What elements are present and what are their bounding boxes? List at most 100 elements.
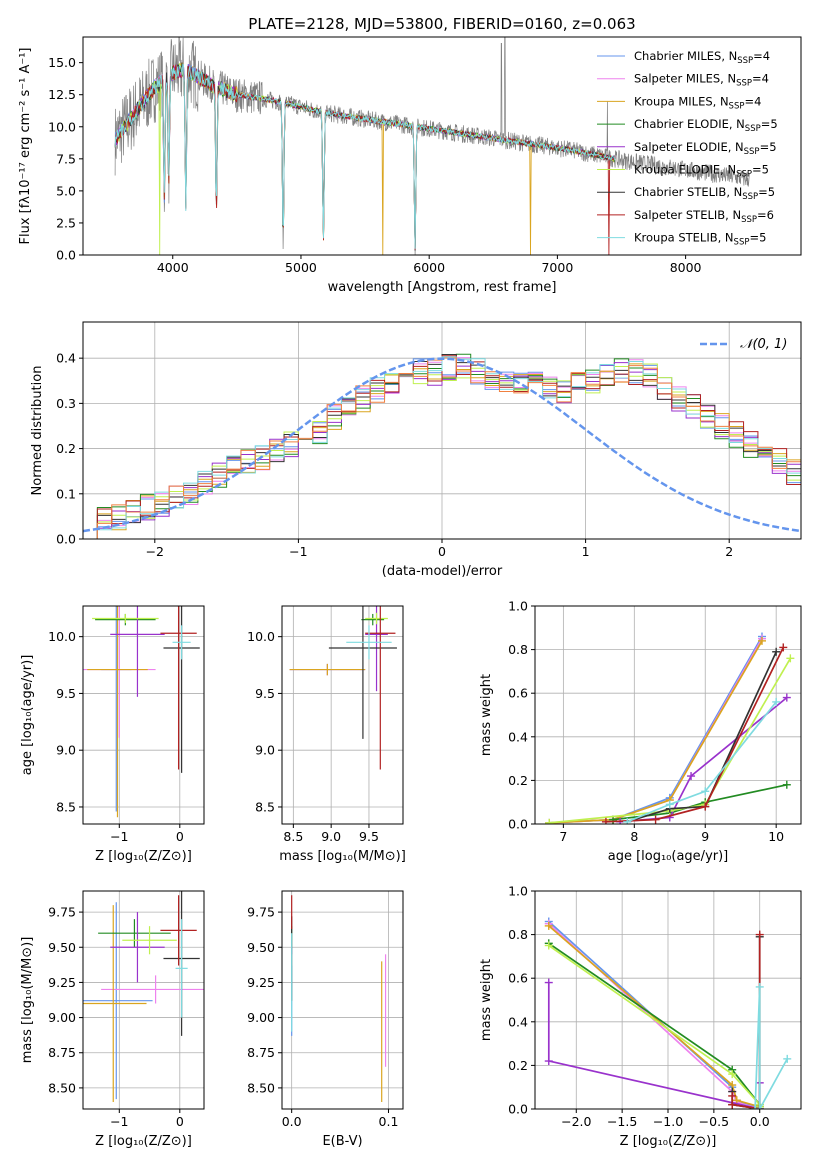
legend-label: Salpeter MILES, NSSP=4 — [634, 72, 769, 89]
model-spectrum-chabrier-miles — [114, 64, 616, 246]
y-tick-label: 0.2 — [508, 773, 528, 788]
legend-label-main: Chabrier ELODIE, N — [634, 117, 745, 131]
panel-age-vs-Z: −1 0 8.5 9.0 9.5 10.0 Z [log₁₀(Z/Z⊙)] age [log₁… — [20, 605, 205, 864]
y-tick-label: 0.6 — [508, 686, 528, 701]
legend-label-suffix: =4 — [753, 49, 770, 63]
y-tick-label: 9.5 — [56, 686, 76, 701]
y-tick-label: 8.50 — [48, 1080, 76, 1095]
normal-curve — [83, 357, 801, 533]
histogram-salpeter-elodie — [83, 362, 801, 539]
series-salpeter-elodie — [547, 982, 761, 1109]
plot-area — [83, 322, 801, 539]
y-axis-label: mass [log₁₀(M/M⊙)] — [20, 937, 35, 1064]
y-tick-label: 15.0 — [48, 55, 76, 70]
legend-label-sub: SSP — [744, 147, 760, 157]
x-tick-label: −1.5 — [607, 1114, 637, 1129]
model-spectrum-kroupa-elodie — [114, 63, 616, 255]
point-marker — [751, 1105, 760, 1109]
errorbar-kroupa-elodie — [92, 613, 159, 624]
series-kroupa-miles — [549, 640, 763, 824]
model-spectrum-salpeter-miles — [114, 64, 616, 251]
legend-label-sub: SSP — [736, 170, 752, 180]
y-axis-label: age [log₁₀(age/yr)] — [20, 655, 35, 776]
legend: 𝒩(0, 1) — [700, 337, 787, 352]
errorbar-kroupa-miles — [289, 663, 366, 676]
x-tick-label: 8000 — [670, 260, 702, 275]
legend-label: 𝒩(0, 1) — [740, 337, 787, 352]
y-tick-label: 0.6 — [508, 971, 528, 986]
x-tick-label: 9.5 — [359, 829, 379, 844]
errorbar-salpeter-elodie — [110, 912, 165, 983]
y-tick-label: 8.5 — [255, 799, 275, 814]
legend-label-suffix: =4 — [752, 72, 769, 86]
plot-area — [282, 891, 403, 1109]
x-tick-label: 9 — [701, 829, 709, 844]
plot-area — [83, 606, 204, 824]
y-tick-label: 9.5 — [255, 686, 275, 701]
x-axis-label: age [log₁₀(age/yr)] — [608, 849, 729, 864]
y-tick-label: 0.4 — [56, 351, 76, 366]
y-tick-label: 9.0 — [255, 743, 275, 758]
axes-frame — [534, 605, 802, 825]
series-chabrier-miles — [549, 636, 763, 824]
x-tick-label: 0.1 — [379, 1114, 399, 1129]
x-tick-label: −1 — [110, 829, 128, 844]
legend-label: Chabrier MILES, NSSP=4 — [634, 49, 770, 66]
point-marker — [545, 818, 554, 824]
series-chabrier-stelib — [626, 651, 777, 823]
chart-title: PLATE=2128, MJD=53800, FIBERID=0160, z=0… — [248, 15, 635, 33]
legend-label-main: Chabrier STELIB, N — [634, 185, 742, 199]
legend-label-sub: SSP — [741, 215, 757, 225]
legend-label-main: Salpeter ELODIE, N — [634, 140, 744, 154]
point-marker — [786, 654, 795, 663]
y-tick-label: 1.0 — [508, 884, 528, 899]
y-tick-label: 0.0 — [508, 817, 528, 832]
y-tick-label: 9.50 — [48, 940, 76, 955]
x-tick-label: −1 — [110, 1114, 128, 1129]
errorbar-kroupa-stelib — [172, 625, 191, 660]
legend-label-main: Kroupa ELODIE, N — [634, 163, 736, 177]
y-tick-label: 8.75 — [48, 1045, 76, 1060]
legend-label-suffix: =6 — [757, 208, 774, 222]
x-tick-label: −0.5 — [699, 1114, 729, 1129]
x-axis-label: Z [log₁₀(Z/Z⊙)] — [95, 849, 192, 864]
x-tick-label: 0 — [176, 829, 184, 844]
y-tick-label: 10.0 — [48, 629, 76, 644]
plot-area — [535, 606, 801, 824]
point-marker — [687, 772, 696, 781]
errorbar-chabrier-stelib — [328, 606, 397, 739]
axes-frame — [82, 321, 802, 540]
legend-label-main: Chabrier MILES, N — [634, 49, 737, 63]
errorbar-kroupa-elodie — [122, 926, 177, 955]
y-tick-label: 9.75 — [247, 905, 275, 920]
legend-label-sub: SSP — [736, 79, 752, 89]
y-tick-label: 0.0 — [56, 532, 76, 547]
y-tick-label: 8.75 — [247, 1045, 275, 1060]
y-tick-label: 0.2 — [56, 441, 76, 456]
x-tick-label: 0 — [176, 1114, 184, 1129]
errorbar-kroupa-miles — [87, 606, 148, 818]
errorbar-salpeter-stelib — [160, 895, 197, 966]
x-tick-label: 6000 — [413, 260, 445, 275]
x-tick-label: −2.0 — [561, 1114, 591, 1129]
x-tick-label: 0.0 — [750, 1114, 770, 1129]
point-marker — [544, 978, 553, 987]
series-salpeter-miles — [549, 638, 763, 824]
legend-label-suffix: =5 — [752, 163, 769, 177]
y-tick-label: 12.5 — [48, 87, 76, 102]
legend-label: Kroupa STELIB, NSSP=5 — [634, 231, 766, 248]
y-tick-label: 9.0 — [56, 743, 76, 758]
x-tick-label: 1 — [582, 544, 590, 559]
errorbar-salpeter-stelib — [160, 606, 197, 770]
x-tick-label: 0.0 — [282, 1114, 302, 1129]
y-tick-label: 1.0 — [508, 599, 528, 614]
x-axis-label: mass [log₁₀(M/M⊙)] — [279, 849, 406, 864]
model-spectrum-chabrier-stelib — [114, 62, 616, 251]
x-axis-label: Z [log₁₀(Z/Z⊙)] — [95, 1134, 192, 1149]
y-tick-label: 0.8 — [508, 642, 528, 657]
legend-label: Salpeter STELIB, NSSP=6 — [634, 208, 774, 225]
point-marker — [782, 780, 791, 789]
model-spectrum-kroupa-stelib — [114, 63, 616, 249]
x-axis-label: (data-model)/error — [382, 564, 503, 579]
panel-mass-vs-EBV: 0.0 0.1 8.50 8.75 9.00 9.25 9.50 9.75 E(B-V) — [247, 890, 404, 1149]
